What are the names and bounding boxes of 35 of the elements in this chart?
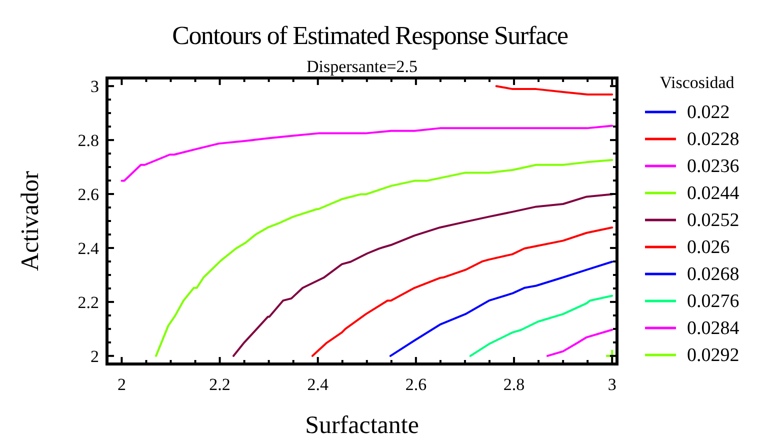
legend-label: 0.0276 <box>687 291 740 312</box>
legend-label: 0.0292 <box>687 345 740 366</box>
y-tick-label: 3 <box>90 77 99 96</box>
legend-label: 0.026 <box>687 237 730 258</box>
line-series <box>469 294 614 357</box>
legend-label: 0.0268 <box>687 264 740 285</box>
x-tick-label: 2.4 <box>307 375 329 394</box>
legend-label: 0.0228 <box>687 129 740 150</box>
legend-label: 0.022 <box>687 102 730 123</box>
legend-title: Viscosidad <box>660 73 735 92</box>
legend-label: 0.0252 <box>687 210 740 231</box>
x-tick-label: 2.8 <box>503 375 525 394</box>
line-series <box>311 226 614 357</box>
x-tick-label: 2.2 <box>209 375 230 394</box>
line-series <box>389 260 614 357</box>
x-axis-title: Surfactante <box>305 412 419 439</box>
line-series <box>120 124 614 182</box>
legend-label: 0.0244 <box>687 183 740 204</box>
x-tick-label: 3 <box>608 375 616 394</box>
line-series <box>546 328 614 357</box>
x-tick-label: 2 <box>117 375 126 394</box>
line-series <box>155 159 614 357</box>
y-tick-label: 2.2 <box>78 292 99 312</box>
y-tick-label: 2.6 <box>78 185 99 204</box>
legend-label: 0.0284 <box>687 318 740 339</box>
chart-title: Contours of Estimated Response Surface <box>172 21 568 50</box>
y-axis-title: Activador <box>17 170 44 271</box>
line-series <box>495 85 614 96</box>
y-tick-label: 2.8 <box>78 131 99 150</box>
legend-label: 0.0236 <box>687 156 740 177</box>
x-tick-label: 2.6 <box>405 375 427 394</box>
chart-subtitle: Dispersante=2.5 <box>306 57 418 76</box>
y-tick-label: 2.4 <box>78 238 100 258</box>
y-tick-label: 2 <box>90 346 99 366</box>
line-series <box>232 193 614 357</box>
